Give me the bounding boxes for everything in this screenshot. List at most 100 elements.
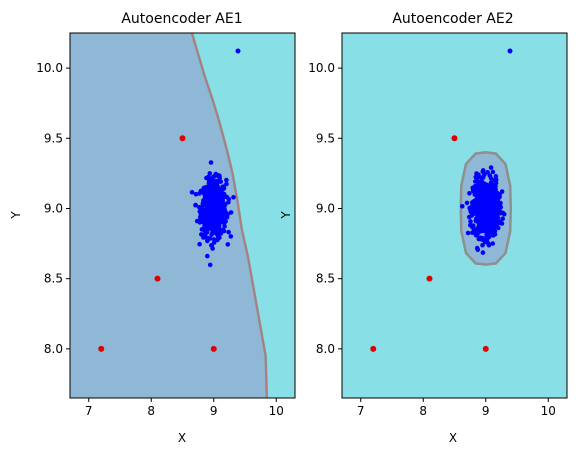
outlier-point <box>210 345 217 352</box>
data-point-c1 <box>480 250 486 255</box>
data-point-c1 <box>467 191 472 196</box>
data-point-c1 <box>228 234 234 239</box>
data-point-c1 <box>212 207 218 213</box>
data-point-c1 <box>203 235 208 240</box>
data-point-c1 <box>213 194 219 200</box>
legend-marker <box>235 48 241 54</box>
data-point-c1 <box>492 223 497 228</box>
data-point-c1 <box>490 241 496 246</box>
data-point-c1 <box>203 229 209 234</box>
data-point-c1 <box>494 216 500 221</box>
outlier-point <box>179 135 186 142</box>
data-point-c1 <box>199 204 205 210</box>
data-point-c1 <box>493 177 499 182</box>
data-point-c1 <box>225 242 231 247</box>
panel-ae2: Autoencoder AE2 X Y C1 789108.08.59.09.5… <box>279 11 568 445</box>
plot-area <box>342 33 567 398</box>
data-point-c1 <box>215 181 220 186</box>
data-point-c1 <box>207 262 213 268</box>
data-point-c1 <box>483 184 489 190</box>
data-point-c1 <box>493 184 498 189</box>
data-point-c1 <box>200 219 206 225</box>
y-axis-label: Y <box>9 211 23 220</box>
data-point-c1 <box>502 211 507 217</box>
data-point-c1 <box>210 246 215 251</box>
data-point-c1 <box>218 179 223 184</box>
data-point-c1 <box>495 225 501 231</box>
x-tick-label: 8 <box>419 404 427 418</box>
data-point-c1 <box>477 207 482 213</box>
data-point-c1 <box>207 222 212 228</box>
data-point-c1 <box>218 228 224 233</box>
y-tick-label: 8.0 <box>44 342 63 356</box>
data-point-c1 <box>198 214 203 220</box>
x-tick-label: 9 <box>210 404 218 418</box>
data-point-c1 <box>497 194 502 199</box>
data-point-c1 <box>204 203 209 209</box>
axes-frame <box>341 32 568 399</box>
data-point-c1 <box>221 191 227 197</box>
data-point-c1 <box>226 229 231 235</box>
x-tick-label: 9 <box>482 404 490 418</box>
data-point-c1 <box>221 210 226 216</box>
data-point-c1 <box>201 185 207 191</box>
data-point-c1 <box>490 206 495 212</box>
data-point-c1 <box>483 219 489 224</box>
y-tick-label: 8.5 <box>44 272 63 286</box>
data-point-c1 <box>485 240 491 246</box>
data-point-c1 <box>222 224 227 229</box>
chart-title: Autoencoder AE1 <box>121 11 242 27</box>
outlier-point <box>451 135 458 142</box>
data-point-c1 <box>207 171 213 176</box>
y-axis-label: Y <box>279 211 293 220</box>
data-point-c1 <box>484 193 490 198</box>
data-point-c1 <box>198 211 203 216</box>
data-point-c1 <box>499 189 505 194</box>
data-point-c1 <box>492 229 498 234</box>
data-point-c1 <box>219 187 225 193</box>
legend-marker <box>507 48 513 54</box>
data-point-c1 <box>488 230 494 235</box>
data-point-c1 <box>213 221 218 227</box>
data-point-c1 <box>485 199 491 204</box>
data-point-c1 <box>478 190 483 195</box>
y-tick-label: 9.5 <box>44 131 63 145</box>
x-axis-label: X <box>449 431 457 445</box>
x-tick-label: 10 <box>541 404 556 418</box>
x-tick-label: 8 <box>147 404 155 418</box>
data-point-c1 <box>492 198 497 204</box>
data-point-c1 <box>208 189 214 194</box>
data-point-c1 <box>211 201 217 206</box>
y-tick-label: 10.0 <box>36 61 63 75</box>
data-point-c1 <box>500 216 506 221</box>
data-point-c1 <box>231 195 236 200</box>
data-point-c1 <box>467 214 472 220</box>
data-point-c1 <box>193 202 198 208</box>
data-point-c1 <box>211 240 217 245</box>
data-point-c1 <box>208 201 213 207</box>
data-point-c1 <box>474 171 479 176</box>
data-point-c1 <box>205 211 210 216</box>
data-point-c1 <box>209 215 214 220</box>
outlier-point <box>426 275 433 282</box>
data-point-c1 <box>493 174 499 179</box>
data-point-c1 <box>206 174 211 180</box>
data-point-c1 <box>189 190 195 195</box>
data-point-c1 <box>193 192 199 197</box>
data-point-c1 <box>465 230 471 236</box>
data-point-c1 <box>224 214 230 220</box>
data-point-c1 <box>477 200 483 205</box>
data-point-c1 <box>206 181 212 186</box>
data-point-c1 <box>205 253 210 259</box>
y-tick-label: 9.0 <box>316 201 335 215</box>
data-point-c1 <box>488 213 494 219</box>
data-point-c1 <box>480 242 485 248</box>
data-point-c1 <box>484 206 489 212</box>
data-point-c1 <box>488 176 494 181</box>
data-point-c1 <box>217 193 222 199</box>
data-point-c1 <box>483 222 489 228</box>
data-point-c1 <box>492 210 497 216</box>
panel-ae1: Autoencoder AE1 X Y C1 789108.08.59.09.5… <box>9 11 296 445</box>
data-point-c1 <box>496 205 501 211</box>
